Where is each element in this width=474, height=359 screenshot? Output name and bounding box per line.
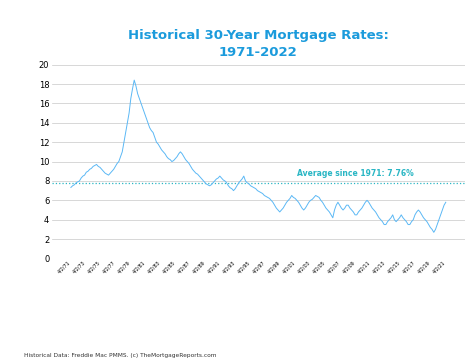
Text: Historical Data: Freddie Mac PMMS. (c) TheMortgageReports.com: Historical Data: Freddie Mac PMMS. (c) T… <box>24 353 216 358</box>
Text: Average since 1971: 7.76%: Average since 1971: 7.76% <box>297 169 414 178</box>
Title: Historical 30-Year Mortgage Rates:
1971-2022: Historical 30-Year Mortgage Rates: 1971-… <box>128 29 389 59</box>
